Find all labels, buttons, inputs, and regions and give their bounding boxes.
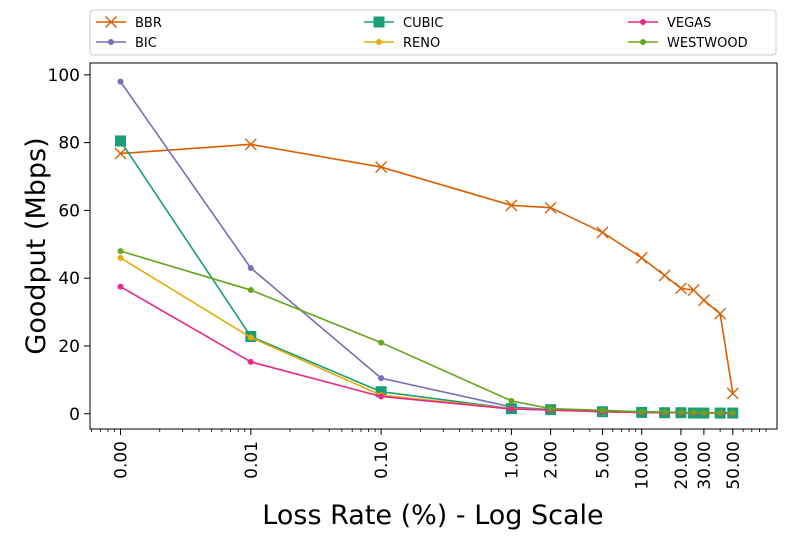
point-bbr <box>658 269 671 282</box>
point-bbr <box>505 199 518 212</box>
point-westwood <box>599 407 606 414</box>
legend-marker-reno <box>376 39 382 45</box>
point-westwood <box>508 397 515 404</box>
x-axis: 0.00 0.01 0.10 1.00 2.00 5.00 10.00 20.00 30.00 5… <box>112 429 744 490</box>
point-westwood <box>547 405 554 412</box>
x-tick-label: 1.00 <box>502 441 522 479</box>
x-axis-title: Loss Rate (%) - Log Scale <box>262 500 603 531</box>
series-vegas <box>117 283 736 417</box>
legend-marker-bbr <box>105 16 117 28</box>
x-tick-label: 0.01 <box>242 441 262 479</box>
series-bbr <box>114 138 739 400</box>
legend-label-reno: RENO <box>403 36 440 51</box>
y-axis-title: Goodput (Mbps) <box>21 137 52 354</box>
point-bbr <box>635 251 648 264</box>
legend-item-bbr: BBR <box>96 16 162 31</box>
point-westwood <box>717 409 724 416</box>
y-axis: 0 20 40 60 80 100 <box>48 66 90 425</box>
point-cubic <box>375 386 387 398</box>
x-tick-label: 50.00 <box>724 441 744 490</box>
x-tick-label: 5.00 <box>593 441 613 479</box>
point-vegas <box>247 358 254 365</box>
point-bbr <box>544 201 557 214</box>
legend-item-bic: BIC <box>96 36 157 51</box>
point-bbr <box>697 294 710 307</box>
legend-label-westwood: WESTWOOD <box>667 36 748 51</box>
point-bic <box>117 78 124 85</box>
point-westwood <box>247 287 254 294</box>
legend-item-vegas: VEGAS <box>628 16 711 31</box>
legend-marker-westwood <box>640 39 646 45</box>
legend: BBR BIC CUBIC RENO VEGAS WESTWOOD <box>89 9 777 56</box>
legend-marker-bic <box>108 39 114 45</box>
x-tick-label: 10.00 <box>633 441 653 490</box>
y-tick-label: 60 <box>58 201 80 221</box>
point-bbr <box>596 226 609 239</box>
point-vegas <box>508 406 515 413</box>
x-tick-label: 20.00 <box>672 441 692 490</box>
legend-item-reno: RENO <box>364 36 440 51</box>
series-reno <box>117 254 736 417</box>
y-tick-label: 40 <box>58 269 80 289</box>
line-bbr <box>120 143 734 394</box>
x-tick-label: 0.00 <box>112 441 132 479</box>
line-cubic <box>119 140 733 414</box>
point-westwood <box>661 409 668 416</box>
x-tick-label: 2.00 <box>542 441 562 479</box>
y-tick-label: 20 <box>58 337 80 357</box>
point-bbr <box>375 161 388 174</box>
point-westwood <box>677 409 684 416</box>
plot-frame <box>89 62 778 430</box>
point-bbr <box>714 307 727 320</box>
legend-marker-cubic <box>373 16 385 28</box>
point-westwood <box>638 408 645 415</box>
point-vegas <box>117 283 124 290</box>
point-bic <box>378 375 385 382</box>
point-bic <box>247 265 254 272</box>
point-westwood <box>117 248 124 255</box>
legend-marker-vegas <box>640 19 646 25</box>
legend-label-bbr: BBR <box>135 16 162 31</box>
line-vegas <box>120 285 733 415</box>
point-westwood <box>700 409 707 416</box>
x-tick-label: 30.00 <box>695 441 715 490</box>
point-bbr <box>114 147 127 160</box>
point-westwood <box>729 409 736 416</box>
series-group <box>114 78 739 419</box>
y-tick-label: 0 <box>69 405 80 425</box>
point-bbr <box>687 284 700 297</box>
series-westwood <box>117 248 736 416</box>
legend-item-cubic: CUBIC <box>364 16 443 31</box>
point-westwood <box>690 409 697 416</box>
legend-item-westwood: WESTWOOD <box>628 36 748 51</box>
legend-label-bic: BIC <box>135 36 157 51</box>
point-bbr <box>244 138 257 151</box>
legend-box <box>89 9 777 56</box>
legend-label-cubic: CUBIC <box>403 16 443 31</box>
y-tick-label: 80 <box>58 134 80 154</box>
point-vegas <box>378 393 385 400</box>
point-westwood <box>378 339 385 346</box>
x-tick-label: 0.10 <box>372 441 392 479</box>
y-tick-label: 100 <box>48 66 80 86</box>
point-reno <box>117 254 124 261</box>
series-bic <box>117 78 736 417</box>
legend-label-vegas: VEGAS <box>667 16 711 31</box>
point-bbr <box>726 387 739 400</box>
point-reno <box>247 334 254 341</box>
line-reno <box>120 257 733 415</box>
point-cubic <box>115 135 126 147</box>
x-minor-ticks <box>91 429 767 432</box>
point-bbr <box>674 282 687 295</box>
